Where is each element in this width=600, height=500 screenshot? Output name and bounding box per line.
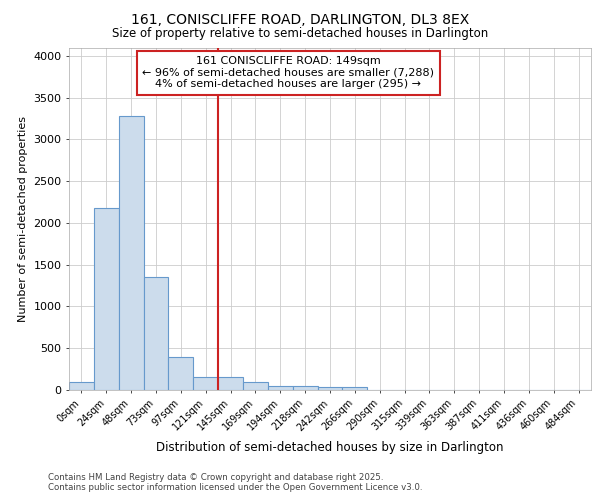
Bar: [143, 277, 169, 390]
Text: Size of property relative to semi-detached houses in Darlington: Size of property relative to semi-detach…: [112, 28, 488, 40]
Bar: [293, 386, 317, 390]
Y-axis label: Number of semi-detached properties: Number of semi-detached properties: [17, 116, 28, 322]
Bar: [169, 356, 193, 390]
Bar: [218, 377, 243, 390]
Bar: [69, 382, 94, 390]
Bar: [94, 208, 119, 390]
Text: Contains HM Land Registry data © Crown copyright and database right 2025.
Contai: Contains HM Land Registry data © Crown c…: [48, 473, 422, 492]
Bar: [317, 388, 343, 390]
Text: 161, CONISCLIFFE ROAD, DARLINGTON, DL3 8EX: 161, CONISCLIFFE ROAD, DARLINGTON, DL3 8…: [131, 12, 469, 26]
Bar: [243, 382, 268, 390]
Bar: [193, 377, 218, 390]
Bar: [343, 388, 367, 390]
X-axis label: Distribution of semi-detached houses by size in Darlington: Distribution of semi-detached houses by …: [156, 441, 504, 454]
Text: 161 CONISCLIFFE ROAD: 149sqm
← 96% of semi-detached houses are smaller (7,288)
4: 161 CONISCLIFFE ROAD: 149sqm ← 96% of se…: [142, 56, 434, 90]
Bar: [268, 386, 293, 390]
Bar: [119, 116, 143, 390]
